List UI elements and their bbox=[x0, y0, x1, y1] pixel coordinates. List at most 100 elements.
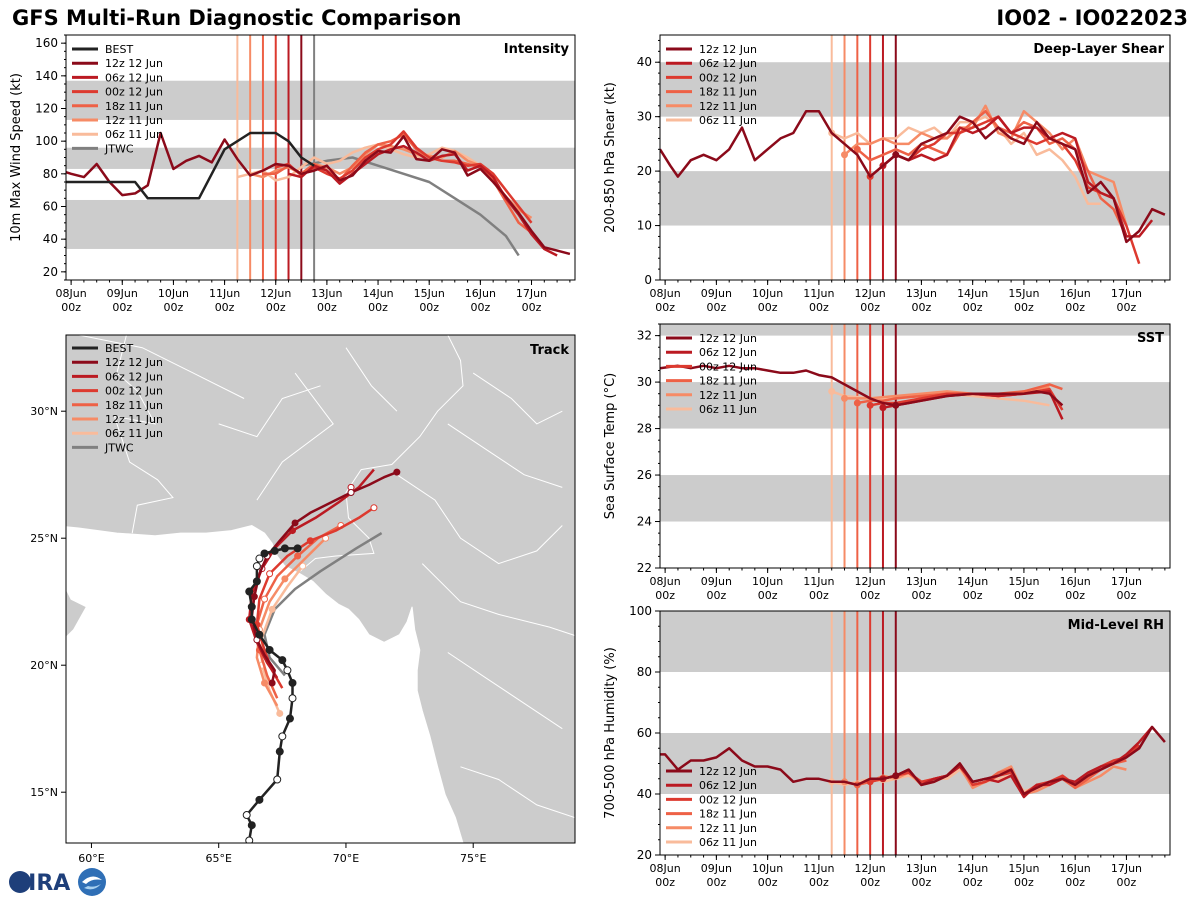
rh-plot-area bbox=[660, 611, 1170, 855]
sst-panel-title: SST bbox=[1137, 331, 1164, 346]
sst-ytick-label: 30 bbox=[637, 375, 652, 389]
sst-ytick-label: 32 bbox=[637, 329, 652, 343]
track-legend-label: 12z 12 Jun bbox=[105, 356, 163, 369]
border-line bbox=[345, 347, 398, 412]
rh-init-point bbox=[892, 772, 900, 780]
shear-xtick-label: 00z bbox=[1065, 301, 1085, 314]
rh-legend-label: 12z 12 Jun bbox=[699, 765, 757, 778]
intensity-legend-label: 06z 12 Jun bbox=[105, 71, 163, 84]
sst-xtick-label: 13Jun bbox=[906, 575, 937, 588]
sst-legend-label: 18z 11 Jun bbox=[699, 375, 757, 388]
intensity-xtick-label: 00z bbox=[368, 301, 388, 314]
best-track-point bbox=[260, 549, 269, 558]
border-line bbox=[472, 372, 563, 425]
land-mass bbox=[66, 335, 575, 843]
rh-xtick-label: 00z bbox=[809, 876, 829, 889]
track-point bbox=[294, 552, 302, 560]
shear-legend-label: 00z 12 Jun bbox=[699, 71, 757, 84]
shear-xtick-label: 00z bbox=[912, 301, 932, 314]
intensity-xtick-label: 00z bbox=[419, 301, 439, 314]
shear-xtick-label: 00z bbox=[1014, 301, 1034, 314]
shear-xtick-label: 09Jun bbox=[701, 287, 732, 300]
intensity-plot-area bbox=[66, 35, 575, 280]
sst-xtick-label: 17Jun bbox=[1111, 575, 1142, 588]
sst-xtick-label: 08Jun bbox=[650, 575, 681, 588]
rh-ytick-label: 40 bbox=[637, 787, 652, 801]
sst-xtick-label: 00z bbox=[809, 589, 829, 602]
sst-legend-label: 06z 11 Jun bbox=[699, 403, 757, 416]
rh-xtick-label: 00z bbox=[1014, 876, 1034, 889]
shear-legend-label: 06z 12 Jun bbox=[699, 57, 757, 70]
shear-panel: 01020304008Jun00z09Jun00z10Jun00z11Jun00… bbox=[603, 34, 1171, 314]
shear-band bbox=[660, 62, 1170, 117]
track-legend-label: 12z 11 Jun bbox=[105, 413, 163, 426]
best-track-point bbox=[252, 562, 261, 571]
shear-xtick-label: 17Jun bbox=[1111, 287, 1142, 300]
intensity-ytick-label: 140 bbox=[35, 69, 58, 83]
cira-logo-text: CIRA bbox=[12, 871, 70, 896]
shear-xtick-label: 00z bbox=[655, 301, 675, 314]
sst-ytick-label: 22 bbox=[637, 561, 652, 575]
intensity-xtick-label: 16Jun bbox=[465, 287, 496, 300]
shear-legend-label: 12z 11 Jun bbox=[699, 100, 757, 113]
shear-legend-label: 18z 11 Jun bbox=[699, 86, 757, 99]
rh-xtick-label: 09Jun bbox=[701, 862, 732, 875]
sst-init-point bbox=[841, 394, 849, 402]
border-line bbox=[299, 335, 464, 572]
shear-series-line bbox=[660, 109, 1166, 244]
rh-series-line bbox=[882, 726, 1154, 799]
rh-xtick-label: 00z bbox=[655, 876, 675, 889]
shear-xtick-label: 00z bbox=[963, 301, 983, 314]
intensity-xtick-label: 13Jun bbox=[311, 287, 342, 300]
sst-series-line bbox=[660, 364, 1064, 407]
rh-legend-label: 06z 12 Jun bbox=[699, 779, 757, 792]
rh-xtick-label: 12Jun bbox=[855, 862, 886, 875]
border-line bbox=[78, 335, 245, 399]
rh-xtick-label: 15Jun bbox=[1008, 862, 1039, 875]
border-line bbox=[113, 335, 174, 534]
sst-xtick-label: 00z bbox=[758, 589, 778, 602]
shear-series-line bbox=[882, 115, 1154, 238]
track-point bbox=[268, 679, 276, 687]
sst-init-point bbox=[828, 387, 836, 395]
track-line bbox=[255, 537, 327, 707]
rh-xtick-label: 11Jun bbox=[803, 862, 834, 875]
sst-xtick-label: 00z bbox=[1065, 589, 1085, 602]
figure-title: GFS Multi-Run Diagnostic Comparison bbox=[12, 6, 462, 30]
best-track-point bbox=[288, 694, 297, 703]
best-track-point bbox=[283, 666, 292, 675]
best-track-point bbox=[288, 678, 297, 687]
best-track-point bbox=[252, 577, 261, 586]
track-point bbox=[261, 679, 269, 687]
rh-series-line bbox=[660, 725, 1166, 796]
shear-init-point bbox=[853, 145, 861, 153]
shear-xtick-label: 00z bbox=[706, 301, 726, 314]
shear-frame bbox=[659, 34, 1171, 281]
best-track-point bbox=[270, 546, 279, 555]
intensity-xtick-label: 11Jun bbox=[209, 287, 240, 300]
track-point bbox=[370, 504, 378, 512]
intensity-panel: 2040608010012014016008Jun00z09Jun00z10Ju… bbox=[9, 34, 576, 314]
shear-ylabel: 200-850 hPa Shear (kt) bbox=[603, 82, 618, 233]
intensity-ytick-label: 20 bbox=[43, 265, 58, 279]
sst-xtick-label: 00z bbox=[655, 589, 675, 602]
intensity-legend-label: 12z 11 Jun bbox=[105, 114, 163, 127]
sst-xtick-label: 00z bbox=[963, 589, 983, 602]
intensity-ytick-label: 120 bbox=[35, 102, 58, 116]
intensity-ylabel: 10m Max Wind Speed (kt) bbox=[9, 73, 24, 242]
track-legend-label: JTWC bbox=[104, 441, 134, 454]
sst-frame bbox=[659, 323, 1171, 569]
track-point bbox=[291, 519, 299, 527]
track-point bbox=[266, 570, 274, 578]
shear-panel-title: Deep-Layer Shear bbox=[1033, 42, 1164, 57]
shear-ytick-label: 20 bbox=[637, 164, 652, 178]
track-map-area bbox=[66, 335, 575, 843]
sst-legend-label: 00z 12 Jun bbox=[699, 360, 757, 373]
rh-panel-title: Mid-Level RH bbox=[1068, 618, 1164, 633]
intensity-series-line bbox=[66, 131, 315, 200]
rh-legend-label: 06z 11 Jun bbox=[699, 836, 757, 849]
shear-xtick-label: 08Jun bbox=[650, 287, 681, 300]
best-track-point bbox=[273, 775, 282, 784]
best-track-point bbox=[255, 630, 264, 639]
